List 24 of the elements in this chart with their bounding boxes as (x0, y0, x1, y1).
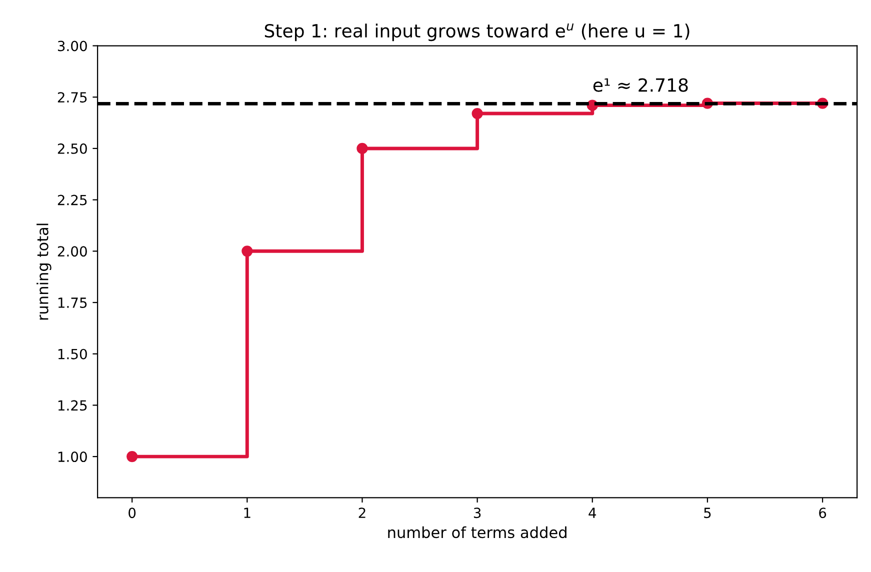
y-tick-label: 2.50 (58, 143, 87, 154)
y-tick-label: 2.25 (58, 194, 87, 206)
point (472, 108, 483, 120)
x-axis-title: number of terms added (388, 526, 566, 538)
y-tick-label: 1.50 (58, 348, 87, 360)
chart-title: Step 1: real input grows toward e$^{u}$ (here u = 1) (264, 24, 690, 42)
y-tick-label: 1.25 (58, 400, 87, 411)
x-tick-label: 5 (704, 508, 711, 518)
point (126, 451, 138, 462)
y-tick-label: 2.75 (58, 92, 87, 103)
x-tick-label: 6 (819, 508, 826, 518)
point (242, 246, 253, 257)
x-tick-label: 3 (474, 508, 481, 518)
y-axis-title: running total (36, 224, 52, 320)
y-tick-label: 1.00 (58, 452, 87, 462)
x-tick-label: 4 (588, 508, 596, 518)
x-tick-label: 1 (244, 508, 250, 518)
point (356, 142, 368, 154)
y-tick-label: 2.00 (58, 246, 87, 257)
x-tick-label: 2 (358, 508, 366, 518)
y-tick-label: 1.75 (58, 298, 87, 308)
x-tick-label: 0 (128, 508, 136, 518)
annotation: e¹ ≈ 2.718 (593, 78, 688, 92)
y-tick-label: 3.00 (58, 40, 87, 52)
